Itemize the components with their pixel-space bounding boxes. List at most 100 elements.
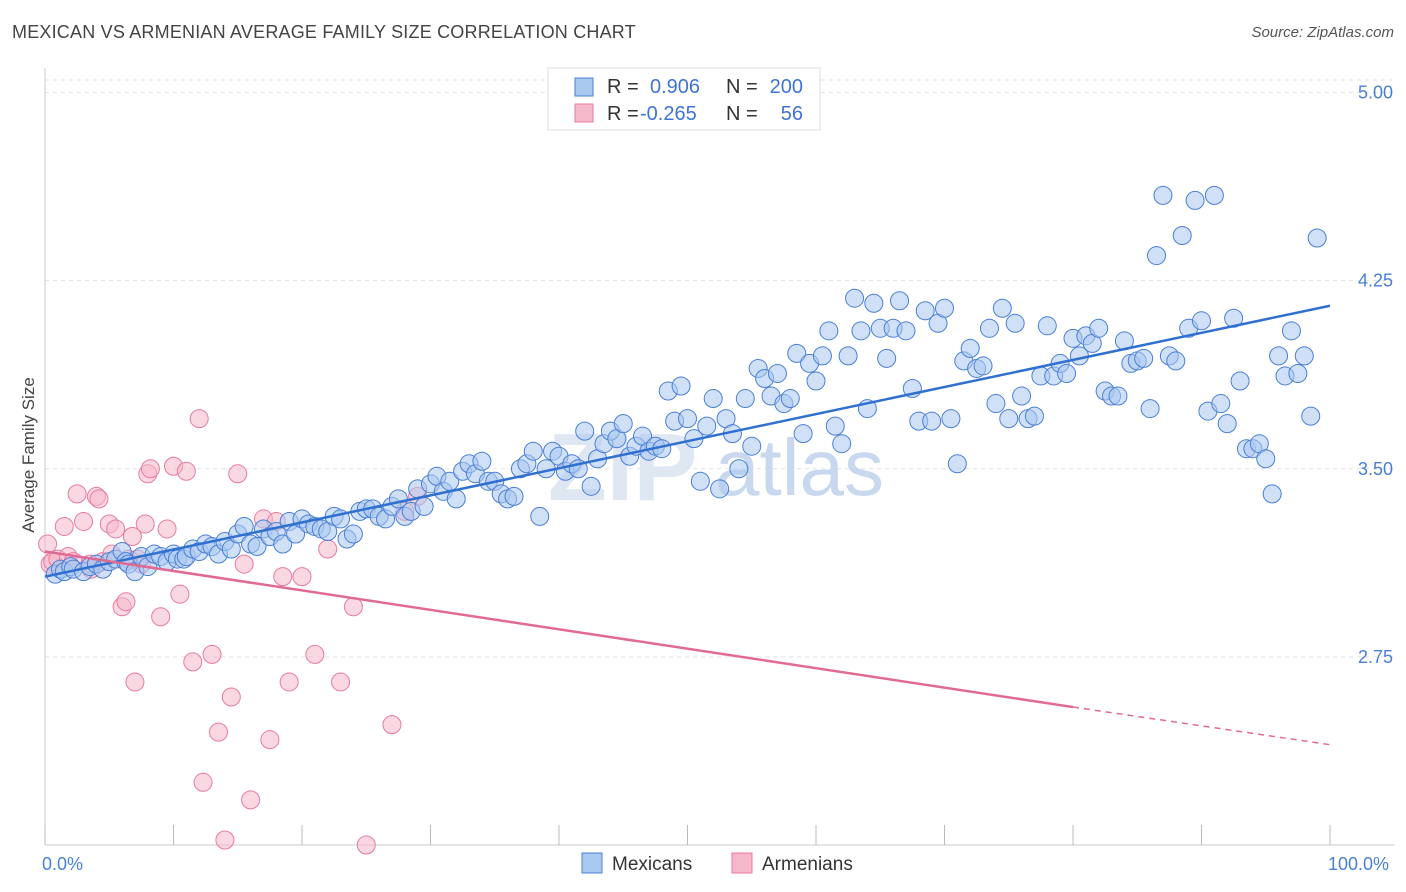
bottom-legend: Mexicans Armenians xyxy=(581,852,853,875)
armenians-points xyxy=(38,409,428,855)
legend-r-label-1: R = xyxy=(607,76,639,98)
data-point xyxy=(780,389,800,409)
y-tick-label: 4.25 xyxy=(1358,271,1393,291)
data-point xyxy=(234,554,254,574)
data-point xyxy=(864,293,884,313)
data-point xyxy=(530,506,550,526)
data-point xyxy=(1294,346,1314,366)
data-point xyxy=(896,321,916,341)
data-point xyxy=(690,471,710,491)
trend-line-armenians xyxy=(44,550,1074,709)
data-point xyxy=(671,376,691,396)
data-point xyxy=(260,730,280,750)
x-tick-label-min: 0.0% xyxy=(42,854,83,874)
bottom-legend-swatch-armenians xyxy=(731,852,753,874)
data-point xyxy=(382,715,402,735)
data-point xyxy=(1204,185,1224,205)
data-point xyxy=(1301,406,1321,426)
data-point xyxy=(116,592,136,612)
legend-n-label-1: N = xyxy=(726,76,758,98)
data-point xyxy=(999,409,1019,429)
data-point xyxy=(915,301,935,321)
data-point xyxy=(812,346,832,366)
data-point xyxy=(986,394,1006,414)
data-point xyxy=(318,539,338,559)
data-point xyxy=(877,348,897,368)
data-point xyxy=(135,514,155,534)
data-point xyxy=(170,584,190,604)
data-point xyxy=(67,484,87,504)
data-point xyxy=(1147,246,1167,266)
data-point xyxy=(343,597,363,617)
data-point xyxy=(806,371,826,391)
y-tick-labels: 2.75 3.50 4.25 5.00 xyxy=(1358,83,1393,667)
y-tick-label: 2.75 xyxy=(1358,647,1393,667)
chart-title: MEXICAN VS ARMENIAN AVERAGE FAMILY SIZE … xyxy=(12,22,636,42)
data-point xyxy=(832,434,852,454)
data-point xyxy=(221,687,241,707)
data-point xyxy=(1057,363,1077,383)
data-point xyxy=(851,321,871,341)
data-point xyxy=(157,519,177,539)
data-point xyxy=(735,389,755,409)
data-point xyxy=(414,496,434,516)
data-point xyxy=(38,534,58,554)
mexicans-points xyxy=(45,185,1327,584)
data-point xyxy=(787,343,807,363)
data-point xyxy=(973,356,993,376)
data-point xyxy=(1012,386,1032,406)
data-point xyxy=(979,318,999,338)
data-point xyxy=(1217,414,1237,434)
axes xyxy=(44,68,1395,846)
data-point xyxy=(1172,226,1192,246)
bottom-legend-mexicans: Mexicans xyxy=(612,854,692,875)
legend-n-value-1: 200 xyxy=(770,76,803,98)
data-point xyxy=(1140,399,1160,419)
data-point xyxy=(729,459,749,479)
data-point xyxy=(273,567,293,587)
data-point xyxy=(472,451,492,471)
data-point xyxy=(793,424,813,444)
trend-line-mexicans xyxy=(44,304,1331,578)
data-point xyxy=(241,790,261,810)
legend-n-label-2: N = xyxy=(726,103,758,125)
data-point xyxy=(1192,311,1211,331)
trend-line-armenians-extrapolated xyxy=(1072,706,1331,746)
data-point xyxy=(215,830,235,850)
data-point xyxy=(960,338,980,358)
data-point xyxy=(947,454,967,474)
data-point xyxy=(613,414,633,434)
data-point xyxy=(106,519,126,539)
data-point xyxy=(446,489,466,509)
data-point xyxy=(125,672,145,692)
data-point xyxy=(504,486,524,506)
data-point xyxy=(122,526,142,546)
data-point xyxy=(575,421,595,441)
data-point xyxy=(1262,484,1282,504)
data-point xyxy=(140,459,160,479)
data-point xyxy=(1024,406,1044,426)
trend-lines xyxy=(44,304,1331,746)
data-point xyxy=(941,409,961,429)
data-point xyxy=(825,416,845,436)
data-point xyxy=(1256,449,1276,469)
data-point xyxy=(1108,386,1128,406)
data-point xyxy=(1211,394,1231,414)
data-point xyxy=(151,607,171,627)
data-point xyxy=(710,479,730,499)
data-point xyxy=(193,772,213,792)
data-point xyxy=(1307,228,1327,248)
data-point xyxy=(1166,351,1186,371)
data-point xyxy=(1281,321,1301,341)
data-point xyxy=(343,524,363,544)
data-point xyxy=(697,416,717,436)
data-point xyxy=(331,672,351,692)
data-point xyxy=(1005,313,1025,333)
data-point xyxy=(922,411,942,431)
data-point xyxy=(356,835,376,855)
data-point xyxy=(838,346,858,366)
data-point xyxy=(176,461,196,481)
data-point xyxy=(1037,316,1057,336)
bottom-legend-armenians: Armenians xyxy=(762,854,853,875)
data-point xyxy=(767,363,787,383)
